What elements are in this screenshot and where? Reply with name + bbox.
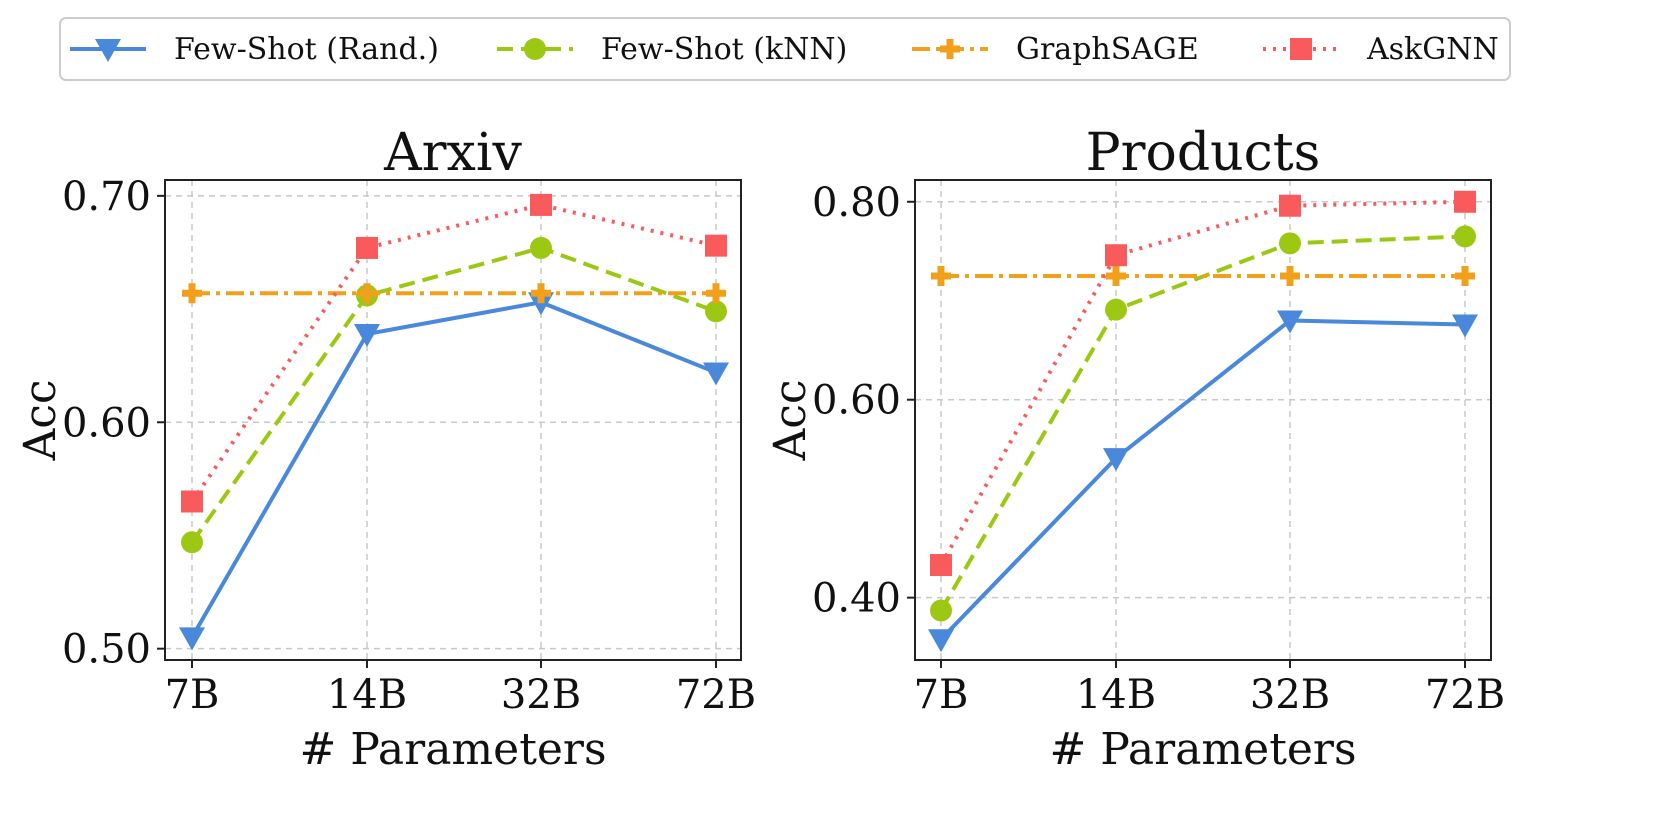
legend-label-few_shot_knn: Few-Shot (kNN): [601, 32, 847, 67]
legend-marker-few_shot_knn: [524, 38, 546, 60]
y-axis-label: Acc: [765, 379, 816, 461]
series-line-few_shot_knn: [190, 245, 717, 544]
point-few_shot_knn: [1279, 232, 1301, 255]
chart-title: Products: [1086, 123, 1321, 183]
point-few_shot_rand: [354, 323, 380, 347]
legend-marker-few_shot_rand: [95, 39, 121, 62]
x-axis-label: # Parameters: [1049, 724, 1356, 775]
legend-label-few_shot_rand: Few-Shot (Rand.): [174, 32, 439, 67]
y-tick-label: 0.70: [62, 174, 151, 220]
x-tick-label: 72B: [676, 672, 756, 718]
legend-marker-graphsage: [940, 39, 960, 59]
point-few_shot_knn: [530, 236, 552, 259]
legend: Few-Shot (Rand.) Few-Shot (kNN) GraphSAGE A…: [59, 17, 1511, 81]
y-tick-label: 0.60: [812, 378, 901, 424]
panel-products: Products 7B 14B 32B 72B 0.40 0.60 0.80 # Paramet…: [765, 123, 1505, 775]
point-graphsage: [931, 266, 951, 286]
point-few_shot_rand: [528, 292, 554, 316]
point-few_shot_rand: [179, 627, 205, 651]
point-askgnn: [930, 553, 952, 576]
x-tick-label: 14B: [327, 672, 407, 718]
legend-frame: [59, 17, 1511, 81]
x-tick-label: 32B: [1250, 672, 1330, 718]
legend-label-askgnn: AskGNN: [1366, 32, 1499, 67]
point-few_shot_rand: [1103, 448, 1129, 472]
point-askgnn: [356, 236, 378, 259]
series-line-few_shot_rand: [190, 300, 717, 639]
x-tick-label: 7B: [914, 672, 969, 718]
x-tick-label: 72B: [1425, 672, 1505, 718]
x-axis-label: # Parameters: [299, 724, 606, 775]
x-tick-label: 7B: [165, 672, 220, 718]
y-tick-label: 0.50: [62, 627, 151, 673]
point-few_shot_rand: [703, 362, 729, 386]
point-few_shot_rand: [928, 629, 954, 653]
panel-arxiv: Arxiv 7B 14B 32B 72B 0.50 0.60 0.70 # Parameters…: [15, 123, 756, 775]
point-graphsage: [1455, 266, 1475, 286]
point-few_shot_knn: [181, 531, 203, 554]
series-line-few_shot_rand: [939, 318, 1466, 641]
point-askgnn: [181, 490, 203, 513]
legend-label-graphsage: GraphSAGE: [1016, 32, 1199, 67]
y-tick-label: 0.40: [812, 576, 901, 622]
plot-frame: [164, 179, 742, 661]
y-axis-label: Acc: [15, 379, 66, 461]
point-askgnn: [530, 193, 552, 216]
point-graphsage: [531, 283, 551, 304]
point-few_shot_knn: [705, 300, 727, 323]
point-askgnn: [1454, 190, 1476, 213]
point-askgnn: [1105, 244, 1127, 267]
chart-title: Arxiv: [383, 123, 522, 183]
point-graphsage: [182, 283, 202, 304]
point-few_shot_rand: [1277, 310, 1303, 334]
point-graphsage: [706, 283, 726, 304]
point-few_shot_knn: [1105, 298, 1127, 321]
point-few_shot_knn: [1454, 225, 1476, 248]
legend-marker-askgnn: [1290, 38, 1312, 60]
series-line-askgnn: [190, 202, 717, 503]
point-graphsage: [1280, 266, 1300, 286]
y-tick-label: 0.80: [812, 180, 901, 226]
point-few_shot_knn: [930, 599, 952, 622]
series-line-askgnn: [939, 199, 1466, 566]
x-tick-label: 32B: [501, 672, 581, 718]
point-graphsage: [357, 283, 377, 304]
point-few_shot_rand: [1452, 314, 1478, 338]
x-tick-label: 14B: [1076, 672, 1156, 718]
point-askgnn: [705, 234, 727, 257]
y-tick-label: 0.60: [62, 400, 151, 446]
point-askgnn: [1279, 194, 1301, 217]
plot-frame: [914, 179, 1492, 661]
point-graphsage: [1106, 266, 1126, 286]
